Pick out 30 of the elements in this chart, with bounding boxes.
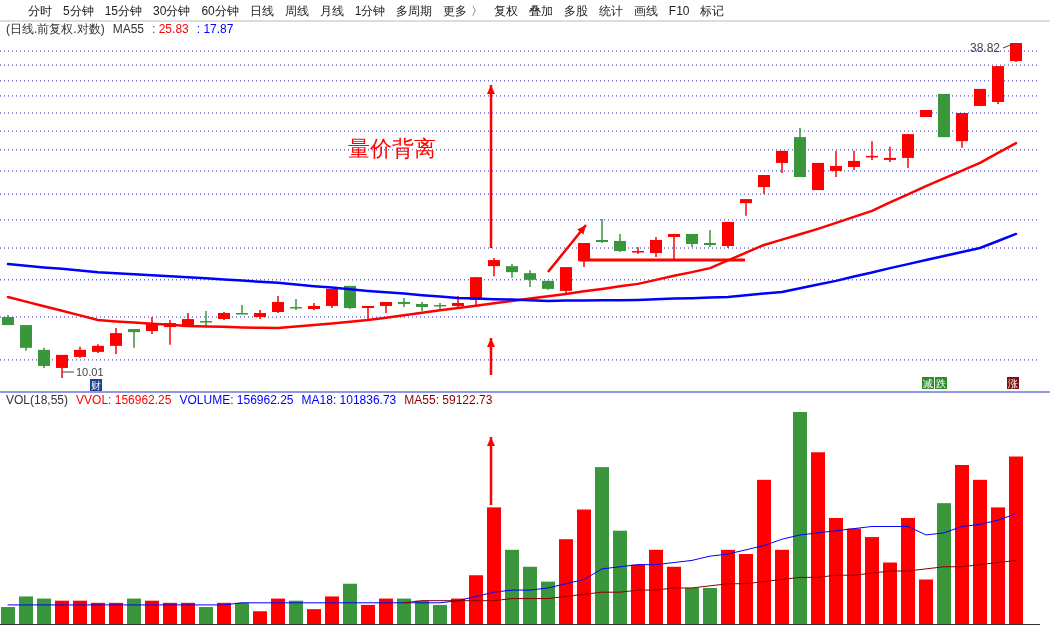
text: 月线 xyxy=(319,4,344,18)
text: F10 xyxy=(668,4,690,18)
text: 周线 xyxy=(284,4,309,18)
text: : 25.83 xyxy=(152,22,190,36)
text: 15分钟 xyxy=(104,4,143,18)
annotation: 38.82 xyxy=(969,41,1001,55)
text: 更多 〉 xyxy=(443,4,483,18)
annotation: 量价背离 xyxy=(348,136,436,161)
text: 分时 xyxy=(28,4,52,18)
text: 多周期 xyxy=(396,4,433,18)
chart-subtitle: MA55 xyxy=(112,22,145,36)
text: VVOL: 156962.25 xyxy=(76,393,172,407)
text: 标记 xyxy=(699,4,725,18)
chart-title: VOL(18,55) xyxy=(6,393,69,407)
text: 日线 xyxy=(249,4,274,18)
text: : 17.87 xyxy=(196,22,234,36)
text: 复权 xyxy=(493,4,518,18)
chart-title: (日线.前复权.对数) xyxy=(6,22,105,36)
text: MA18: 101836.73 xyxy=(301,393,397,407)
annotation: 10.01 xyxy=(76,366,104,378)
text: MA55: 59122.73 xyxy=(404,393,493,407)
text: 画线 xyxy=(633,4,658,18)
text: 30分钟 xyxy=(153,4,191,18)
text: VOLUME: 156962.25 xyxy=(179,393,294,407)
text: 叠加 xyxy=(528,4,553,18)
text: 多股 xyxy=(563,4,588,18)
text: 60分钟 xyxy=(201,4,239,18)
text: 1分钟 xyxy=(354,4,386,18)
text: 统计 xyxy=(598,4,623,18)
text: 5分钟 xyxy=(63,4,94,18)
